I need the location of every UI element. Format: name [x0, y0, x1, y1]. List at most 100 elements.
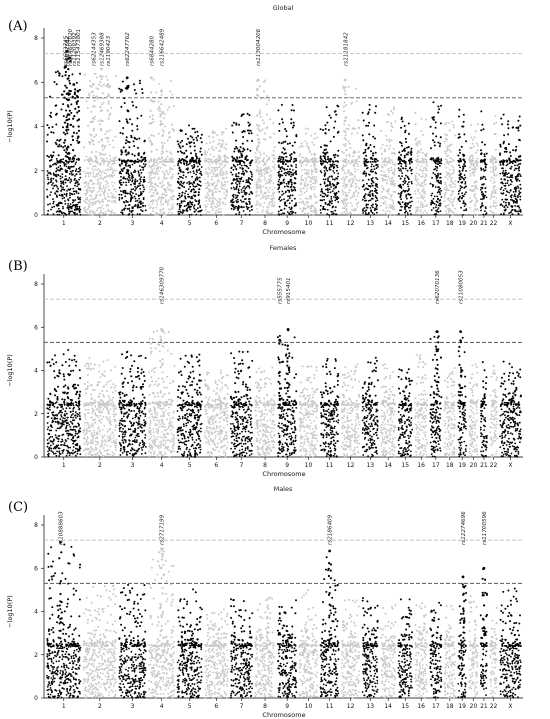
snp-point: [74, 212, 76, 215]
snp-point: [385, 196, 387, 199]
snp-point: [88, 200, 90, 203]
snp-point: [503, 150, 506, 153]
snp-point: [108, 176, 111, 178]
snp-point: [91, 210, 93, 213]
snp-point: [392, 171, 395, 174]
snp-point: [375, 183, 377, 185]
snp-point: [193, 188, 196, 191]
snp-point: [405, 194, 408, 197]
snp-point: [344, 143, 347, 145]
snp-point: [519, 175, 522, 178]
snp-point: [462, 195, 465, 198]
snp-point: [405, 174, 407, 177]
snp-point: [499, 143, 502, 146]
snp-point: [483, 155, 486, 158]
snp-point: [163, 142, 166, 145]
snp-point: [357, 201, 360, 203]
snp-point: [480, 129, 483, 132]
snp-point: [324, 202, 327, 205]
snp-point: [89, 121, 92, 124]
snp-point: [288, 213, 291, 216]
snp-point: [469, 173, 472, 175]
snp-point: [165, 213, 167, 216]
snp-point: [189, 135, 192, 138]
chromosome-10-points: [298, 127, 319, 216]
snp-point: [327, 191, 329, 194]
snp-point: [214, 205, 217, 208]
snp-point: [225, 127, 228, 130]
snp-point: [458, 170, 461, 172]
snp-point: [151, 199, 154, 202]
snp-point: [142, 205, 145, 208]
snp-point: [326, 161, 329, 164]
snp-point: [489, 166, 492, 169]
snp-point: [211, 192, 214, 195]
snp-point: [123, 191, 125, 194]
snp-point: [223, 197, 226, 200]
snp-point: [293, 151, 296, 154]
snp-point: [190, 190, 193, 192]
snp-point: [420, 181, 423, 184]
snp-point: [335, 113, 338, 116]
snp-point: [415, 177, 417, 180]
snp-point: [180, 129, 183, 132]
snp-point: [290, 185, 293, 188]
snp-point: [260, 170, 263, 173]
snp-point: [371, 197, 374, 200]
snp-point: [429, 182, 432, 185]
snp-point: [226, 180, 229, 183]
snp-point: [99, 193, 102, 196]
snp-point: [55, 163, 58, 166]
snp-point: [210, 166, 213, 169]
y-tick-label: 4: [34, 124, 38, 131]
snp-point: [238, 123, 240, 126]
chromosome-16-points: [414, 111, 429, 216]
snp-point: [78, 211, 81, 214]
snp-point: [405, 210, 408, 213]
snp-point: [481, 183, 483, 186]
snp-point: [419, 168, 421, 171]
snp-point: [439, 142, 442, 145]
snp-point: [348, 214, 351, 216]
snp-point: [500, 117, 503, 120]
snp-point: [288, 197, 291, 200]
snp-point: [186, 203, 189, 206]
snp-point: [471, 157, 474, 160]
snp-point: [262, 157, 265, 160]
snp-point: [500, 203, 503, 206]
snp-point: [269, 201, 271, 203]
snp-point: [109, 112, 112, 115]
snp-point: [177, 210, 180, 213]
snp-point: [193, 182, 196, 184]
snp-point: [112, 184, 114, 187]
snp-point: [196, 171, 198, 173]
snp-point: [200, 133, 203, 136]
snp-point: [177, 197, 179, 200]
snp-point: [77, 170, 80, 173]
snp-point: [47, 203, 49, 206]
snp-point: [267, 206, 270, 209]
snp-point: [53, 184, 56, 187]
snp-point: [133, 161, 135, 163]
snp-point: [308, 160, 311, 163]
snp-point: [243, 206, 245, 209]
snp-point: [383, 171, 385, 173]
snp-point: [268, 191, 270, 194]
snp-point: [501, 181, 503, 184]
snp-point: [279, 174, 282, 176]
snp-point: [364, 199, 366, 202]
snp-point: [207, 183, 210, 186]
snp-point: [246, 185, 249, 187]
snp-point: [264, 195, 267, 198]
snp-point: [114, 199, 117, 202]
snp-point: [106, 79, 109, 81]
snp-point: [285, 174, 287, 177]
snp-point: [87, 185, 90, 188]
snp-point: [67, 206, 70, 209]
snp-point: [212, 140, 215, 143]
snp-point: [422, 197, 425, 200]
snp-point: [312, 182, 315, 185]
snp-point: [358, 127, 361, 129]
snp-point: [342, 151, 345, 154]
snp-point: [430, 147, 432, 150]
